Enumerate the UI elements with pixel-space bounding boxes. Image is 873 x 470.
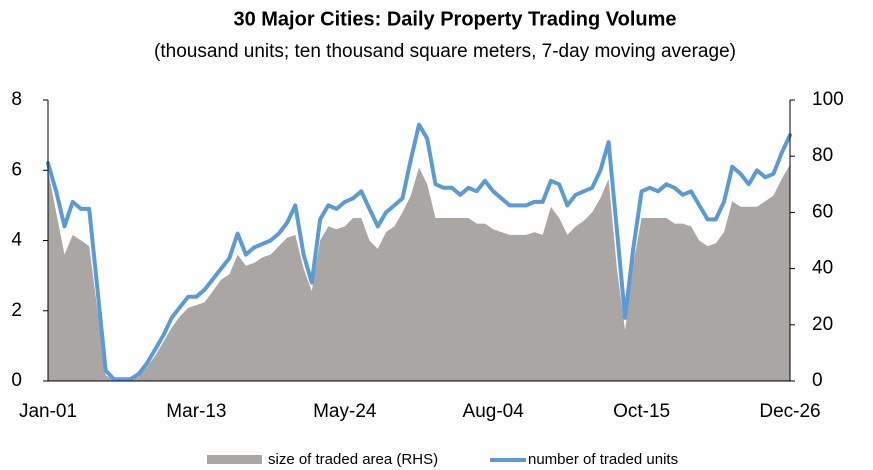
y2-tick-label: 40 [812,258,833,279]
area [48,164,790,381]
x-tick-label: Mar-13 [166,401,226,422]
legend-label: size of traded area (RHS) [268,451,438,468]
x-tick-label: Oct-15 [613,401,670,422]
y2-tick-label: 100 [812,89,844,110]
y2-tick-label: 80 [812,145,833,166]
legend-swatch [207,455,262,464]
y2-tick-label: 0 [812,370,823,391]
chart-title: 30 Major Cities: Daily Property Trading … [233,8,676,30]
y-tick-label: 8 [11,89,22,110]
x-tick-label: May-24 [313,401,377,422]
y-tick-label: 0 [11,370,22,391]
y-tick-label: 4 [11,230,22,251]
x-tick-label: Aug-04 [463,401,525,422]
y2-tick-label: 20 [812,314,833,335]
x-tick-label: Dec-26 [759,401,820,422]
y-tick-label: 6 [11,159,22,180]
y-tick-label: 2 [11,300,22,321]
x-tick-label: Jan-01 [19,401,77,422]
line [46,122,792,382]
y2-tick-label: 60 [812,201,833,222]
chart-subtitle: (thousand units; ten thousand square met… [154,41,736,62]
legend-label: number of traded units [528,451,678,468]
